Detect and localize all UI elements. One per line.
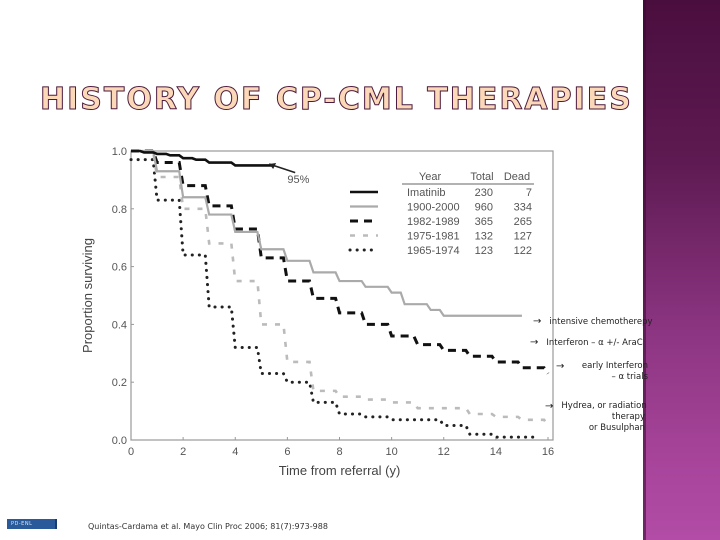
annotation-line: → Interferon – α +/- AraC (530, 337, 643, 349)
y-tick-label: 1.0 (112, 146, 127, 158)
annotation-text: therapy (611, 412, 645, 422)
annotation-line: or Busulphan (545, 423, 645, 434)
arrow-right-icon: → (556, 361, 565, 372)
therapy-annotation: → Hydrea, or radiation therapy or Busulphan (545, 401, 647, 434)
plot-frame (130, 150, 554, 441)
slide-title: HISTORY OF CP-CML THERAPIES (40, 82, 633, 118)
annotation-text: Hydrea, or radiation (561, 401, 647, 411)
legend-header-year: Year (419, 171, 442, 183)
x-tick-label: 6 (284, 446, 290, 458)
legend-dead: 7 (526, 187, 532, 199)
y-tick-label: 0.4 (112, 319, 127, 331)
annotation-text: or Busulphan (588, 423, 645, 433)
survival-chart: 0 2 4 6 8 10 12 14 16 0.0 0.2 0.4 0.6 0.8 1.0 Time from… (70, 135, 570, 485)
legend-total: 960 (475, 202, 493, 214)
annotation-line: → early Interferon (556, 361, 648, 372)
x-tick-label: 14 (490, 446, 502, 458)
y-tick-label: 0.8 (112, 204, 127, 216)
legend-total: 123 (475, 245, 493, 257)
legend-name: 1965-1974 (407, 245, 460, 257)
chart-canvas: 0 2 4 6 8 10 12 14 16 0.0 0.2 0.4 0.6 0.8 1.0 Time from… (80, 146, 554, 478)
annotation-arrowhead (269, 163, 277, 170)
legend-dead: 122 (514, 245, 532, 257)
arrow-right-icon: → (533, 316, 542, 327)
x-tick-label: 4 (232, 446, 238, 458)
therapy-annotation: → early Interferon – α trials (556, 361, 648, 383)
y-axis-label: Proportion surviving (80, 238, 95, 353)
annotation-line: → Hydrea, or radiation (545, 401, 647, 412)
y-tick-label: 0.6 (112, 262, 127, 274)
annotation-text: Interferon – α +/- AraC (546, 338, 643, 348)
annotation-text: intensive chemotherepy (549, 317, 653, 327)
annotation-line: → intensive chemotherepy (533, 316, 653, 328)
therapy-annotation: → Interferon – α +/- AraC (530, 337, 643, 349)
x-axis-label: Time from referral (y) (279, 463, 401, 478)
legend-name: Imatinib (407, 187, 446, 199)
legend-name: 1900-2000 (407, 202, 460, 214)
publisher-logo: PD-ENL (7, 519, 57, 529)
annotation-95-percent: 95% (287, 174, 309, 186)
decorative-sidebar (643, 0, 720, 540)
annotation-line: – α trials (556, 372, 648, 383)
series-1982-1989 (131, 149, 550, 375)
sidebar-edge (643, 0, 646, 540)
legend-dead: 127 (514, 231, 532, 243)
series-1965-1974 (129, 158, 537, 439)
x-tick-label: 2 (180, 446, 186, 458)
arrow-right-icon: → (530, 337, 539, 348)
annotation-text: early Interferon (581, 361, 648, 371)
x-tick-label: 16 (542, 446, 554, 458)
legend-dead: 334 (514, 202, 532, 214)
series-1900-2000 (131, 149, 522, 317)
series-imatinib (131, 149, 275, 167)
x-tick-label: 0 (128, 446, 134, 458)
x-tick-label: 12 (438, 446, 450, 458)
therapy-annotation: → intensive chemotherepy (533, 316, 653, 328)
legend-total: 132 (475, 231, 493, 243)
arrow-right-icon: → (545, 401, 554, 412)
citation: Quintas-Cardama et al. Mayo Clin Proc 20… (88, 522, 328, 531)
legend-total: 365 (475, 216, 493, 228)
annotation-text: – α trials (611, 372, 648, 382)
legend-header-total: Total (470, 171, 493, 183)
y-tick-label: 0.0 (112, 435, 127, 447)
legend-name: 1982-1989 (407, 216, 460, 228)
annotation-line: therapy (545, 412, 645, 423)
legend-header-dead: Dead (504, 171, 530, 183)
legend-dead: 265 (514, 216, 532, 228)
x-tick-label: 10 (386, 446, 398, 458)
legend-name: 1975-1981 (407, 231, 460, 243)
x-tick-label: 8 (336, 446, 342, 458)
legend-total: 230 (475, 187, 493, 199)
y-tick-label: 0.2 (112, 377, 127, 389)
